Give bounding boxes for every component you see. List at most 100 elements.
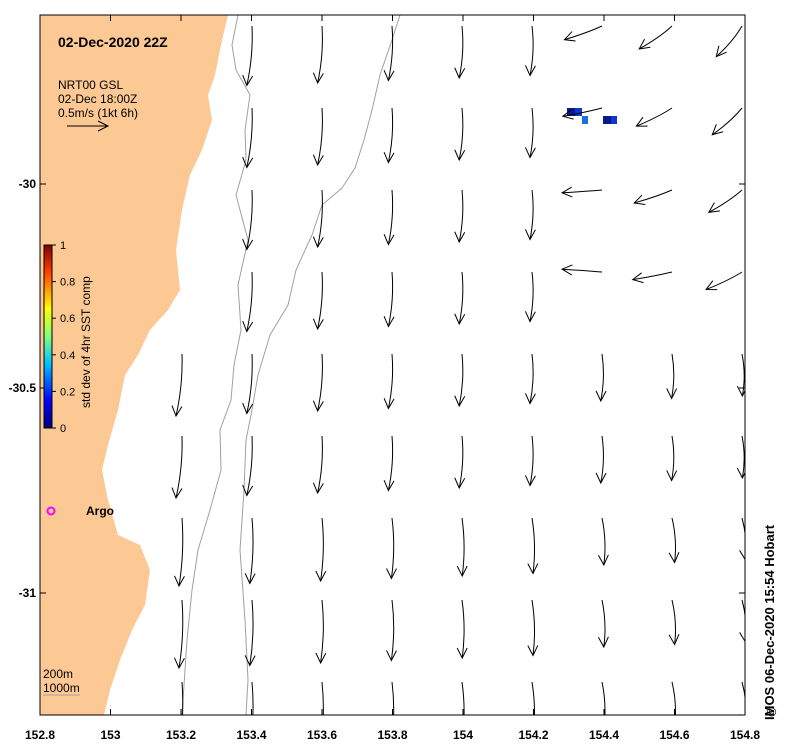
current-arrow <box>171 435 183 500</box>
current-arrow <box>524 25 536 77</box>
x-tick-label: 153.2 <box>166 728 196 742</box>
x-tick-label: 154.2 <box>518 728 548 742</box>
current-arrow <box>461 681 465 715</box>
current-arrow <box>456 517 468 578</box>
y-tick-label: -31 <box>19 586 37 600</box>
current-arrow <box>597 517 609 567</box>
legend-time: 02-Dec 18:00Z <box>58 92 137 106</box>
current-arrow <box>524 353 536 405</box>
x-tick-label: 153.6 <box>307 728 337 742</box>
current-arrow <box>527 599 539 657</box>
x-tick-label: 154.8 <box>730 728 760 742</box>
current-arrow <box>715 25 743 58</box>
copyright-icon: © <box>765 706 779 718</box>
current-arrow <box>454 435 466 490</box>
x-tick-label: 154.4 <box>589 728 619 742</box>
isobath-1000m <box>239 15 401 715</box>
legend-scale-arrow <box>67 120 110 132</box>
current-arrow <box>635 107 673 127</box>
argo-marker <box>46 506 56 516</box>
current-arrow <box>312 435 324 495</box>
current-arrow <box>563 25 603 42</box>
x-tick-label: 153.8 <box>377 728 407 742</box>
current-arrow <box>638 25 673 50</box>
current-arrow <box>315 517 327 583</box>
x-tick-label: 153 <box>100 728 120 742</box>
x-tick-label: 153.4 <box>236 728 266 742</box>
y-tick-label: -30.5 <box>9 381 37 395</box>
current-arrow <box>711 107 743 136</box>
current-arrow <box>524 107 536 159</box>
current-arrow <box>173 517 185 588</box>
isobath-200m <box>181 15 251 715</box>
isobath-label-1000m: 1000m <box>43 681 80 695</box>
current-arrow <box>597 599 609 649</box>
colorbar <box>43 244 53 429</box>
current-arrow <box>524 435 536 487</box>
current-arrow <box>383 435 395 492</box>
current-arrow <box>312 25 324 85</box>
current-arrow <box>312 107 324 167</box>
current-arrow <box>595 353 607 403</box>
current-arrow <box>173 599 185 670</box>
current-arrow <box>242 435 254 497</box>
current-arrow <box>383 271 395 328</box>
current-arrow <box>242 189 254 251</box>
current-arrow <box>705 271 743 291</box>
colorbar-tick-label: 0.6 <box>60 313 75 325</box>
x-tick-label: 154 <box>453 728 473 742</box>
current-arrow <box>383 189 395 246</box>
map-title: 02-Dec-2020 22Z <box>58 34 168 50</box>
current-arrow <box>524 189 536 241</box>
current-arrow <box>181 681 184 715</box>
isobath-label-200m: 200m <box>43 667 73 681</box>
legend-scale: 0.5m/s (1kt 6h) <box>58 106 138 120</box>
current-arrow <box>244 517 256 585</box>
current-arrow <box>454 25 466 80</box>
y-axis: -30 -30.5 -31 <box>9 177 745 600</box>
argo-label: Argo <box>86 504 114 518</box>
current-arrow <box>739 517 745 561</box>
y-tick-label: -30 <box>19 177 37 191</box>
current-arrow <box>383 25 395 82</box>
current-arrow <box>739 599 745 643</box>
credit-text: IMOS 06-Dec-2020 15:54 Hobart <box>762 524 777 720</box>
current-arrow <box>560 264 603 276</box>
current-arrow <box>244 599 256 667</box>
current-arrow <box>171 353 183 418</box>
current-arrow <box>736 353 745 398</box>
current-arrow <box>666 435 678 482</box>
x-tick-label: 154.6 <box>659 728 689 742</box>
current-arrow <box>383 107 395 164</box>
current-arrow <box>524 271 536 323</box>
current-arrow <box>321 681 324 715</box>
current-arrow <box>391 681 395 715</box>
current-arrow <box>633 189 673 205</box>
current-arrow <box>531 681 535 715</box>
x-tick-label: 152.8 <box>25 728 55 742</box>
legend-product: NRT00 GSL <box>58 78 123 92</box>
current-arrow <box>242 25 254 87</box>
current-arrow <box>312 353 324 413</box>
current-arrow <box>707 189 743 213</box>
current-arrow <box>454 107 466 162</box>
current-arrow <box>631 271 673 284</box>
current-arrow <box>454 353 466 408</box>
current-arrow <box>527 517 539 575</box>
current-vectors <box>171 25 745 715</box>
current-arrow <box>312 189 324 249</box>
current-arrow <box>454 271 466 326</box>
colorbar-label: std dev of 4hr SST comp <box>79 276 93 408</box>
colorbar-tick-label: 1 <box>60 240 66 252</box>
current-arrow <box>668 517 680 564</box>
current-arrow <box>454 189 466 244</box>
x-axis: 152.8 153 153.2 153.4 153.6 153.8 154 154.2 154.… <box>25 15 760 742</box>
current-arrow <box>242 107 254 169</box>
current-arrow <box>386 599 397 662</box>
current-arrow <box>595 435 607 485</box>
current-arrow <box>739 681 745 715</box>
current-arrow <box>242 353 254 415</box>
current-arrow <box>312 271 324 331</box>
colorbar-tick-label: 0.2 <box>60 386 75 398</box>
